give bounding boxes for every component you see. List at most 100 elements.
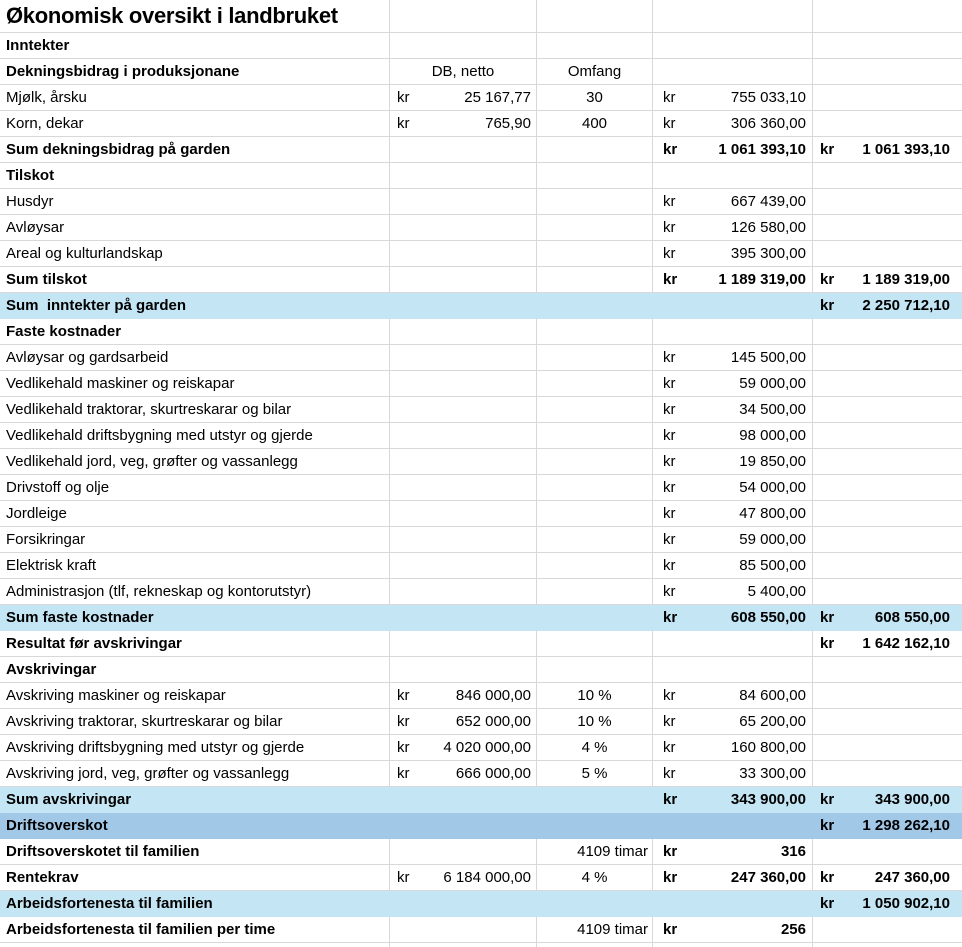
- label-cell[interactable]: Avskriving jord, veg, grøfter og vassanl…: [0, 761, 390, 787]
- total-cell[interactable]: kr 343 900,00: [813, 787, 962, 813]
- empty-cell[interactable]: [813, 397, 962, 423]
- label-cell[interactable]: Drivstoff og olje: [0, 475, 390, 501]
- empty-cell[interactable]: [813, 553, 962, 579]
- empty-cell[interactable]: [390, 891, 537, 917]
- empty-cell[interactable]: [813, 579, 962, 605]
- amount-cell[interactable]: kr 5 400,00: [653, 579, 813, 605]
- label-cell[interactable]: Avskrivingar: [0, 657, 390, 683]
- empty-cell[interactable]: [537, 449, 653, 475]
- amount-cell[interactable]: kr 306 360,00: [653, 111, 813, 137]
- empty-cell[interactable]: [390, 839, 537, 865]
- quantity-cell[interactable]: 10 %: [537, 709, 653, 735]
- label-cell[interactable]: Avskriving maskiner og reiskapar: [0, 683, 390, 709]
- label-cell[interactable]: Avløysar og gardsarbeid: [0, 345, 390, 371]
- empty-cell[interactable]: [390, 943, 537, 947]
- empty-cell[interactable]: [537, 891, 653, 917]
- empty-cell[interactable]: [537, 657, 653, 683]
- empty-cell[interactable]: [537, 787, 653, 813]
- empty-cell[interactable]: [390, 527, 537, 553]
- empty-cell[interactable]: [390, 423, 537, 449]
- empty-cell[interactable]: [537, 813, 653, 839]
- empty-cell[interactable]: [537, 527, 653, 553]
- empty-cell[interactable]: [537, 189, 653, 215]
- empty-cell[interactable]: [390, 241, 537, 267]
- empty-cell[interactable]: [813, 163, 962, 189]
- total-cell[interactable]: kr 1 189 319,00: [813, 267, 962, 293]
- label-cell[interactable]: [0, 943, 390, 947]
- empty-cell[interactable]: [813, 189, 962, 215]
- empty-cell[interactable]: [537, 319, 653, 345]
- empty-cell[interactable]: [813, 917, 962, 943]
- label-cell[interactable]: Husdyr: [0, 189, 390, 215]
- amount-cell[interactable]: kr 33 300,00: [653, 761, 813, 787]
- empty-cell[interactable]: [390, 345, 537, 371]
- amount-cell[interactable]: kr 6 184 000,00: [390, 865, 537, 891]
- amount-cell[interactable]: kr 160 800,00: [653, 735, 813, 761]
- amount-cell[interactable]: kr 4 020 000,00: [390, 735, 537, 761]
- empty-cell[interactable]: [390, 371, 537, 397]
- empty-cell[interactable]: [390, 397, 537, 423]
- amount-cell[interactable]: kr 59 000,00: [653, 371, 813, 397]
- empty-cell[interactable]: [813, 761, 962, 787]
- amount-cell[interactable]: kr 343 900,00: [653, 787, 813, 813]
- label-cell[interactable]: Arbeidsfortenesta til familien: [0, 891, 390, 917]
- amount-cell[interactable]: kr 1 061 393,10: [653, 137, 813, 163]
- empty-cell[interactable]: [390, 163, 537, 189]
- empty-cell[interactable]: [390, 215, 537, 241]
- empty-cell[interactable]: [390, 33, 537, 59]
- amount-cell[interactable]: kr 47 800,00: [653, 501, 813, 527]
- label-cell[interactable]: Dekningsbidrag i produksjonane: [0, 59, 390, 85]
- empty-cell[interactable]: [390, 293, 537, 319]
- amount-cell[interactable]: kr 98 000,00: [653, 423, 813, 449]
- label-cell[interactable]: Sum faste kostnader: [0, 605, 390, 631]
- label-cell[interactable]: Inntekter: [0, 33, 390, 59]
- empty-cell[interactable]: [537, 605, 653, 631]
- empty-cell[interactable]: [813, 501, 962, 527]
- amount-cell[interactable]: kr 608 550,00: [653, 605, 813, 631]
- amount-cell[interactable]: kr 34 500,00: [653, 397, 813, 423]
- empty-cell[interactable]: [537, 0, 653, 33]
- quantity-cell[interactable]: 4 %: [537, 865, 653, 891]
- quantity-cell[interactable]: 4 %: [537, 735, 653, 761]
- empty-cell[interactable]: [537, 33, 653, 59]
- empty-cell[interactable]: [537, 371, 653, 397]
- empty-cell[interactable]: [813, 111, 962, 137]
- empty-cell[interactable]: [653, 163, 813, 189]
- total-cell[interactable]: kr 1 061 393,10: [813, 137, 962, 163]
- quantity-cell[interactable]: 10 %: [537, 683, 653, 709]
- label-cell[interactable]: Vedlikehald jord, veg, grøfter og vassan…: [0, 449, 390, 475]
- empty-cell[interactable]: [537, 397, 653, 423]
- label-cell[interactable]: Avløysar: [0, 215, 390, 241]
- empty-cell[interactable]: [653, 891, 813, 917]
- empty-cell[interactable]: [813, 657, 962, 683]
- label-cell[interactable]: Korn, dekar: [0, 111, 390, 137]
- empty-cell[interactable]: [537, 943, 653, 947]
- empty-cell[interactable]: [537, 215, 653, 241]
- empty-cell[interactable]: [813, 319, 962, 345]
- empty-cell[interactable]: [813, 449, 962, 475]
- amount-cell[interactable]: kr 84 600,00: [653, 683, 813, 709]
- total-cell[interactable]: kr 2 250 712,10: [813, 293, 962, 319]
- empty-cell[interactable]: [537, 423, 653, 449]
- empty-cell[interactable]: [537, 241, 653, 267]
- empty-cell[interactable]: [653, 0, 813, 33]
- empty-cell[interactable]: [537, 293, 653, 319]
- empty-cell[interactable]: [537, 553, 653, 579]
- empty-cell[interactable]: [390, 917, 537, 943]
- empty-cell[interactable]: [390, 449, 537, 475]
- empty-cell[interactable]: [813, 709, 962, 735]
- empty-cell[interactable]: [813, 943, 962, 947]
- empty-cell[interactable]: [390, 813, 537, 839]
- amount-cell[interactable]: kr 666 000,00: [390, 761, 537, 787]
- empty-cell[interactable]: [813, 33, 962, 59]
- title-cell[interactable]: Økonomisk oversikt i landbruket: [0, 0, 390, 33]
- empty-cell[interactable]: [813, 839, 962, 865]
- empty-cell[interactable]: [813, 527, 962, 553]
- empty-cell[interactable]: [653, 59, 813, 85]
- empty-cell[interactable]: [390, 553, 537, 579]
- label-cell[interactable]: Arbeidsfortenesta til familien per time: [0, 917, 390, 943]
- amount-cell[interactable]: kr 19 850,00: [653, 449, 813, 475]
- quantity-cell[interactable]: 400: [537, 111, 653, 137]
- empty-cell[interactable]: [537, 345, 653, 371]
- empty-cell[interactable]: [813, 345, 962, 371]
